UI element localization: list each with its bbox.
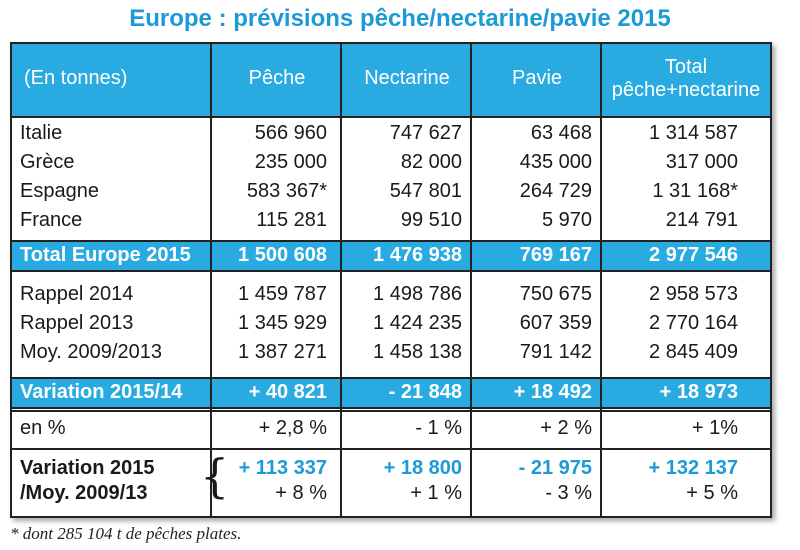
cell-total: + 18 973 bbox=[659, 381, 738, 403]
cell-total: + 1% bbox=[691, 417, 738, 439]
row-label: Rappel 2014 bbox=[20, 283, 134, 305]
cell-peche: 235 000 bbox=[254, 151, 327, 173]
cell-peche: + 2,8 % bbox=[258, 417, 327, 439]
header-pavie: Pavie bbox=[511, 67, 563, 89]
cell-peche: 566 960 bbox=[254, 122, 327, 144]
row-label: Espagne bbox=[20, 180, 99, 202]
cell-total: 2 770 164 bbox=[649, 312, 738, 334]
cell-nectarine: 1 458 138 bbox=[373, 341, 462, 363]
row-label: Italie bbox=[20, 122, 63, 144]
cell-pavie: + 18 492 bbox=[513, 381, 592, 403]
cell-nectarine: + 18 800 bbox=[383, 457, 462, 479]
cell-peche: 1 387 271 bbox=[238, 341, 327, 363]
row-divider bbox=[12, 448, 770, 450]
cell-nectarine-pct: + 1 % bbox=[410, 482, 462, 504]
cell-total: + 132 137 bbox=[648, 457, 738, 479]
cell-pavie: 791 142 bbox=[519, 341, 592, 363]
cell-peche: 1 345 929 bbox=[238, 312, 327, 334]
cell-peche: 115 281 bbox=[256, 209, 327, 231]
cell-pavie: 750 675 bbox=[519, 283, 592, 305]
header-peche: Pêche bbox=[248, 67, 306, 89]
cell-nectarine: 1 424 235 bbox=[373, 312, 462, 334]
cell-nectarine: 1 498 786 bbox=[373, 283, 462, 305]
cell-total: 2 845 409 bbox=[649, 341, 738, 363]
brace-symbol: { bbox=[200, 449, 230, 503]
column-divider bbox=[600, 44, 602, 516]
data-table: (En tonnes) Pêche Nectarine Pavie Total … bbox=[10, 42, 772, 518]
header-nectarine: Nectarine bbox=[364, 67, 450, 89]
page-title: Europe : prévisions pêche/nectarine/pavi… bbox=[129, 5, 671, 32]
row-divider bbox=[12, 410, 770, 412]
header-total-line2: pêche+nectarine bbox=[611, 79, 761, 101]
cell-peche: + 113 337 bbox=[238, 457, 327, 479]
cell-pavie: 607 359 bbox=[519, 312, 592, 334]
cell-peche: 583 367* bbox=[246, 180, 327, 202]
header-units: (En tonnes) bbox=[24, 67, 128, 89]
cell-total: 317 000 bbox=[665, 151, 738, 173]
column-divider bbox=[210, 44, 212, 516]
cell-pavie: 5 970 bbox=[541, 209, 592, 231]
cell-total: 2 958 573 bbox=[649, 283, 738, 305]
cell-total: 2 977 546 bbox=[649, 244, 738, 266]
cell-pavie: 435 000 bbox=[519, 151, 592, 173]
row-label-line2: /Moy. 2009/13 bbox=[20, 482, 148, 504]
cell-pavie: 63 468 bbox=[530, 122, 592, 144]
cell-nectarine: 747 627 bbox=[389, 122, 462, 144]
header-total-line1: Total bbox=[664, 56, 708, 78]
footnote: * dont 285 104 t de pêches plates. bbox=[10, 524, 242, 543]
cell-pavie: 769 167 bbox=[519, 244, 592, 266]
cell-pavie: + 2 % bbox=[540, 417, 592, 439]
cell-nectarine: 99 510 bbox=[400, 209, 462, 231]
column-divider bbox=[340, 44, 342, 516]
cell-peche: 1 459 787 bbox=[238, 283, 327, 305]
cell-peche: + 40 821 bbox=[248, 381, 327, 403]
row-label: Moy. 2009/2013 bbox=[20, 341, 162, 363]
cell-peche-pct: + 8 % bbox=[275, 482, 327, 504]
cell-total-pct: + 5 % bbox=[686, 482, 738, 504]
cell-pavie-pct: - 3 % bbox=[545, 482, 592, 504]
table-header bbox=[12, 44, 770, 118]
row-label: Variation 2015 bbox=[20, 457, 155, 479]
total-europe-band bbox=[12, 240, 770, 272]
variation-band bbox=[12, 377, 770, 409]
row-label: Total Europe 2015 bbox=[20, 244, 191, 266]
row-label: Grèce bbox=[20, 151, 75, 173]
cell-pavie: - 21 975 bbox=[518, 457, 592, 479]
cell-nectarine: 82 000 bbox=[400, 151, 462, 173]
cell-pavie: 264 729 bbox=[519, 180, 592, 202]
row-label: Variation 2015/14 bbox=[20, 381, 183, 403]
cell-total: 214 791 bbox=[665, 209, 738, 231]
cell-nectarine: - 1 % bbox=[415, 417, 462, 439]
cell-total: 1 31 168* bbox=[652, 180, 738, 202]
cell-total: 1 314 587 bbox=[649, 122, 738, 144]
cell-nectarine: 1 476 938 bbox=[373, 244, 462, 266]
column-divider bbox=[470, 44, 472, 516]
row-label: Rappel 2013 bbox=[20, 312, 134, 334]
row-label: en % bbox=[20, 417, 66, 439]
cell-nectarine: 547 801 bbox=[389, 180, 462, 202]
row-label: France bbox=[20, 209, 83, 231]
cell-nectarine: - 21 848 bbox=[388, 381, 462, 403]
cell-peche: 1 500 608 bbox=[238, 244, 327, 266]
